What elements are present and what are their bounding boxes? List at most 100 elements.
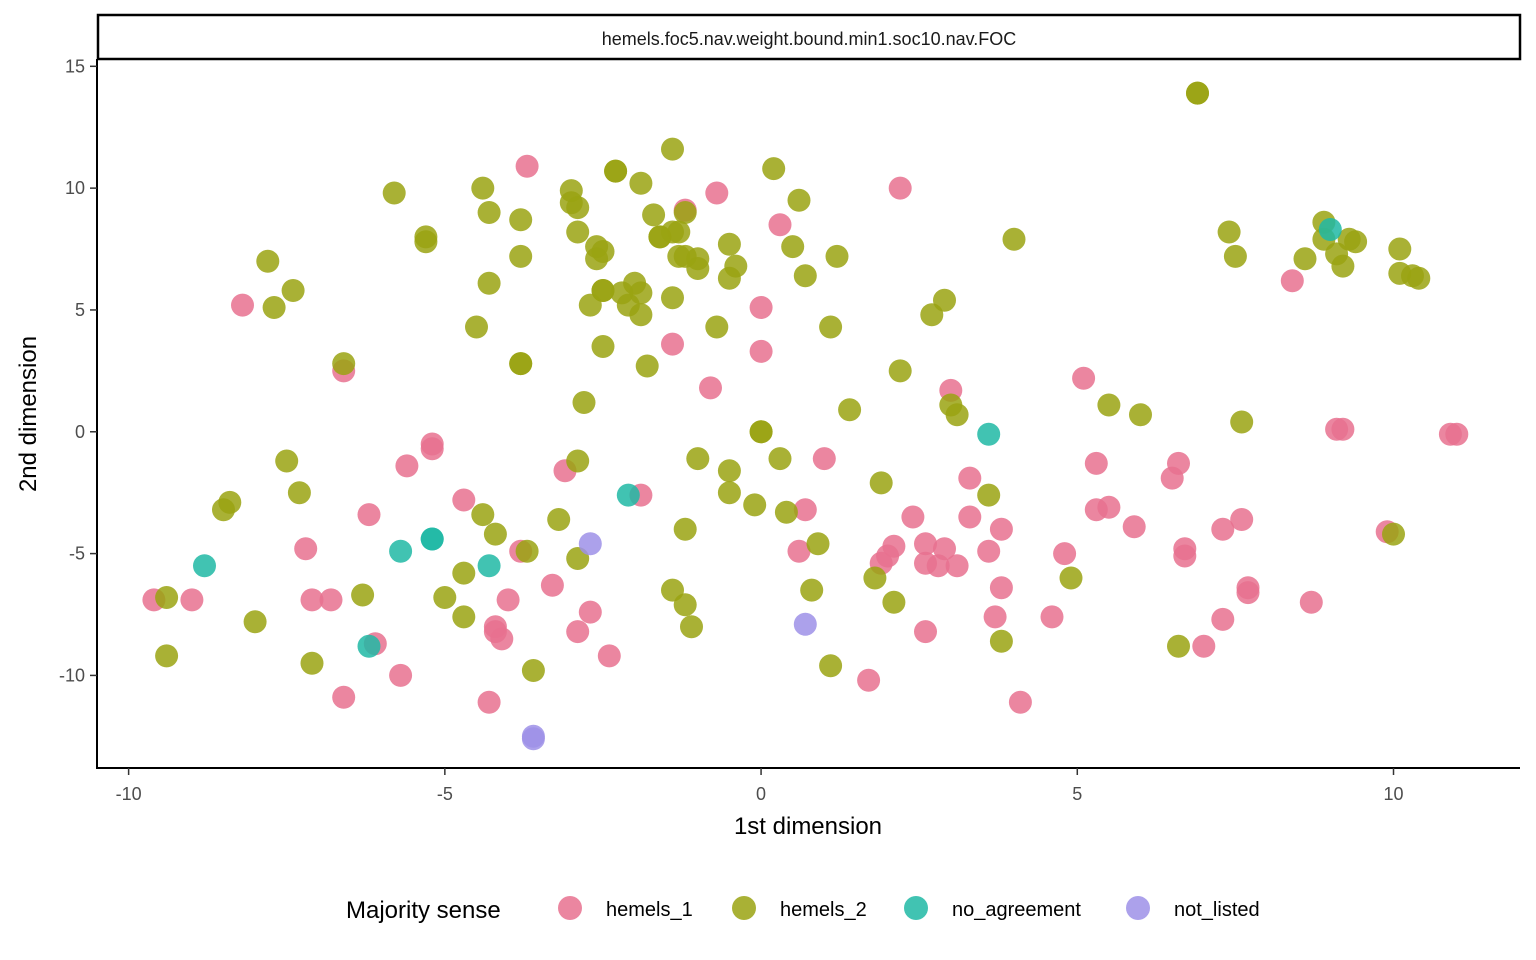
point-hemels-2 xyxy=(1230,410,1254,434)
point-hemels-2 xyxy=(869,471,893,495)
point-hemels-1 xyxy=(705,181,729,205)
point-hemels-1 xyxy=(876,544,900,568)
point-hemels-2 xyxy=(1331,254,1355,278)
point-hemels-2 xyxy=(1097,393,1121,417)
point-hemels-2 xyxy=(471,503,495,527)
point-hemels-2 xyxy=(819,654,843,678)
point-hemels-2 xyxy=(673,201,697,224)
point-hemels-2 xyxy=(717,459,741,483)
point-hemels-1 xyxy=(1173,544,1197,568)
point-hemels-2 xyxy=(717,266,741,290)
point-hemels-1 xyxy=(1438,422,1462,446)
legend-label: no_agreement xyxy=(952,899,1081,921)
point-hemels-2 xyxy=(774,500,798,524)
point-hemels-1 xyxy=(699,376,722,400)
points-layer xyxy=(142,81,1469,751)
point-hemels-1 xyxy=(787,539,811,563)
point-hemels-2 xyxy=(155,644,179,668)
point-hemels-1 xyxy=(1053,542,1077,566)
point-hemels-2 xyxy=(243,610,267,634)
point-hemels-2 xyxy=(888,359,912,383)
point-hemels-2 xyxy=(509,352,533,376)
point-hemels-1 xyxy=(1230,508,1254,531)
point-hemels-2 xyxy=(591,335,615,358)
point-hemels-1 xyxy=(180,588,204,612)
point-hemels-1 xyxy=(578,600,602,624)
point-hemels-1 xyxy=(1122,515,1146,539)
point-not-listed xyxy=(578,532,602,556)
point-hemels-2 xyxy=(819,315,843,339)
point-hemels-2 xyxy=(566,220,590,244)
point-hemels-1 xyxy=(357,503,381,527)
point-hemels-1 xyxy=(914,532,937,556)
point-hemels-2 xyxy=(825,244,849,268)
point-hemels-2 xyxy=(945,403,969,427)
y-ticks: -10 -5 0 5 10 15 xyxy=(59,56,97,685)
point-hemels-2 xyxy=(680,615,703,639)
point-hemels-2 xyxy=(800,578,824,602)
point-hemels-2 xyxy=(717,481,741,505)
point-hemels-1 xyxy=(958,466,982,490)
point-hemels-2 xyxy=(1002,227,1026,251)
point-hemels-2 xyxy=(1167,634,1190,658)
point-hemels-2 xyxy=(382,181,406,205)
point-hemels-1 xyxy=(540,573,564,597)
point-hemels-2 xyxy=(933,288,956,312)
point-hemels-2 xyxy=(1407,266,1431,290)
point-hemels-1 xyxy=(901,505,925,529)
point-hemels-1 xyxy=(1097,495,1121,519)
legend-key xyxy=(904,896,928,920)
point-hemels-2 xyxy=(629,171,653,195)
point-hemels-2 xyxy=(1217,220,1241,244)
y-tick-label: 0 xyxy=(75,422,85,442)
point-hemels-1 xyxy=(319,588,343,612)
point-hemels-2 xyxy=(793,264,817,288)
point-hemels-1 xyxy=(1299,590,1323,614)
point-hemels-2 xyxy=(673,517,697,541)
point-hemels-1 xyxy=(977,539,1001,563)
point-hemels-2 xyxy=(452,561,476,585)
point-hemels-2 xyxy=(1059,566,1083,590)
point-hemels-2 xyxy=(281,279,305,302)
point-hemels-1 xyxy=(1192,634,1216,658)
point-hemels-2 xyxy=(471,176,495,200)
point-hemels-2 xyxy=(1344,230,1368,254)
point-hemels-2 xyxy=(989,629,1013,653)
legend: Majority sense hemels_1 hemels_2 no_agreem… xyxy=(346,896,1260,924)
point-hemels-2 xyxy=(661,220,684,244)
x-tick-label: 0 xyxy=(756,784,766,804)
point-hemels-1 xyxy=(420,437,444,461)
x-tick-label: 10 xyxy=(1383,784,1403,804)
point-hemels-1 xyxy=(1008,690,1032,714)
point-hemels-2 xyxy=(882,590,906,614)
point-hemels-1 xyxy=(1211,517,1235,541)
legend-item-not-listed: not_listed xyxy=(1126,896,1260,921)
point-hemels-2 xyxy=(566,196,590,220)
point-hemels-2 xyxy=(414,230,438,254)
legend-label: not_listed xyxy=(1174,899,1260,921)
legend-item-hemels-2: hemels_2 xyxy=(732,896,867,921)
legend-key xyxy=(558,896,582,920)
point-hemels-1 xyxy=(300,588,324,612)
point-hemels-2 xyxy=(1388,237,1412,261)
point-hemels-1 xyxy=(945,554,969,578)
point-hemels-1 xyxy=(1040,605,1064,629)
point-hemels-1 xyxy=(1280,269,1304,293)
point-hemels-1 xyxy=(989,517,1013,541)
x-ticks: -10 -5 0 5 10 xyxy=(116,768,1404,804)
point-hemels-2 xyxy=(351,583,375,607)
point-no-agreement xyxy=(193,554,216,578)
point-hemels-2 xyxy=(521,659,545,682)
point-hemels-2 xyxy=(787,188,811,212)
point-hemels-2 xyxy=(781,235,805,259)
point-not-listed xyxy=(521,727,545,751)
point-hemels-1 xyxy=(597,644,621,668)
point-hemels-2 xyxy=(262,296,286,319)
point-hemels-1 xyxy=(496,588,520,612)
point-hemels-1 xyxy=(1325,417,1349,441)
point-hemels-2 xyxy=(332,352,356,376)
point-hemels-2 xyxy=(768,447,792,471)
point-hemels-2 xyxy=(572,391,596,414)
y-axis-title: 2nd dimension xyxy=(15,336,42,492)
